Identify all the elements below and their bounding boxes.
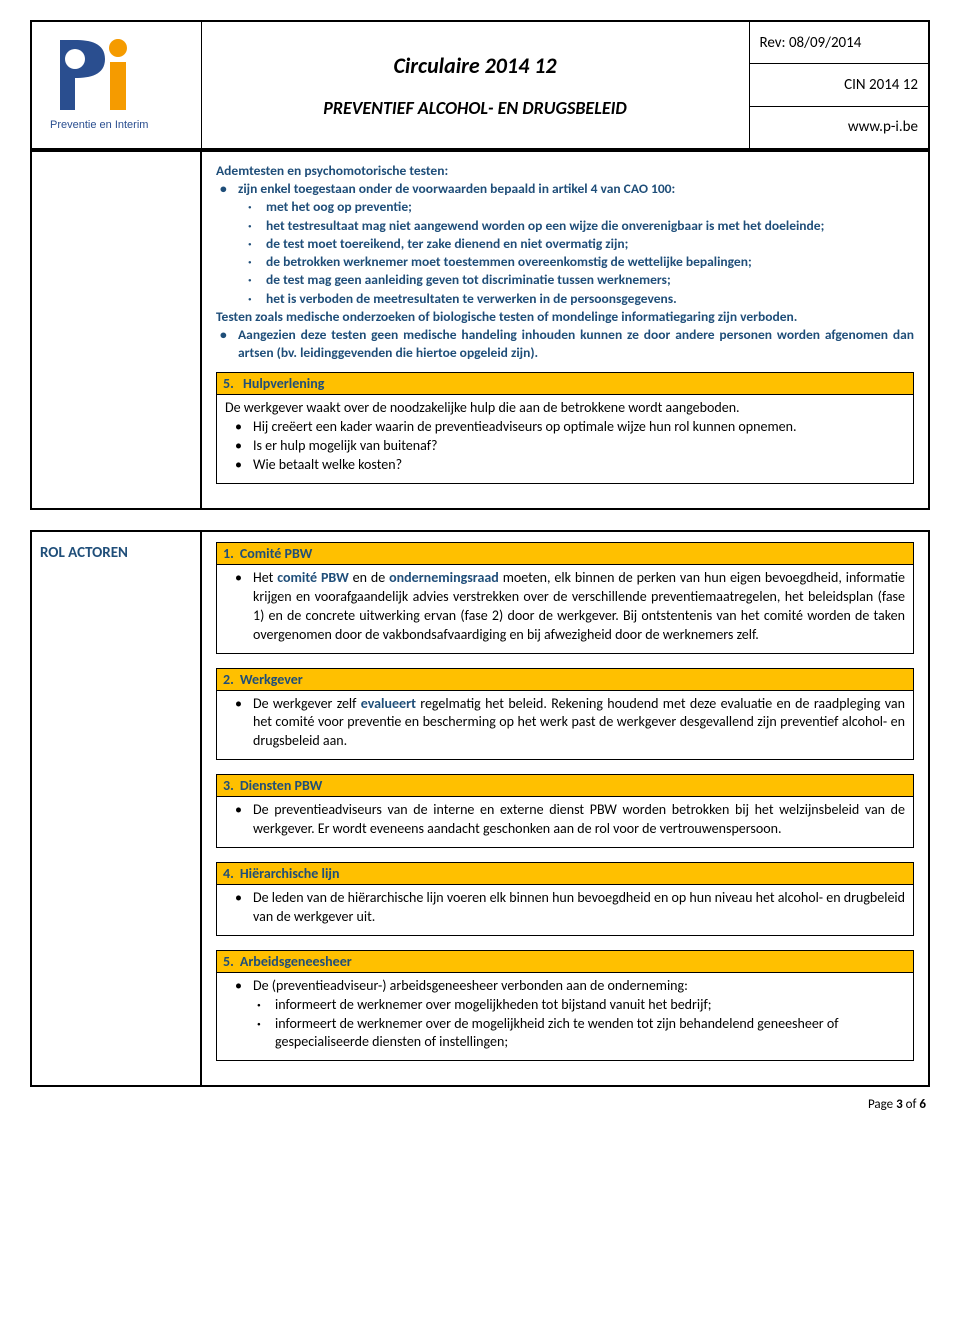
section-bullet-item: De werkgever zelf evalueert regelmatig h…: [249, 695, 905, 752]
section-header: 3. Diensten PBW: [216, 774, 914, 797]
intro-dot-item: het testresultaat mag niet aangewend wor…: [262, 217, 914, 235]
section5-bullet-item: Is er hulp mogelijk van buitenaf?: [249, 437, 905, 456]
section-num: 2.: [223, 671, 234, 688]
section-title: Arbeidsgeneesheer: [240, 953, 352, 970]
intro-dot-item: met het oog op preventie;: [262, 198, 914, 216]
url-cell: www.p-i.be: [749, 106, 929, 149]
section5-bullets: Hij creëert een kader waarin de preventi…: [225, 418, 905, 475]
doc-title: Circulaire 2014 12: [212, 52, 739, 79]
intro-bullet-2: Aangezien deze testen geen medische hand…: [234, 326, 914, 362]
intro-dot-item: de test mag geen aanleiding geven tot di…: [262, 271, 914, 289]
rol-section: 2. Werkgever De werkgever zelf evalueert r…: [216, 668, 914, 761]
rol-section: 1. Comité PBW Het comité PBW en de onderne…: [216, 542, 914, 654]
intro-heading: Ademtesten en psychomotorische testen:: [216, 162, 914, 180]
section-title: Hulpverlening: [243, 375, 324, 392]
section-bullet-list: De werkgever zelf evalueert regelmatig h…: [225, 695, 905, 752]
section-bullet-item: De (preventieadviseur-) arbeidsgeneeshee…: [249, 977, 905, 996]
rol-actoren-content: 1. Comité PBW Het comité PBW en de onderne…: [201, 531, 929, 1086]
section-dot-list: informeert de werknemer over mogelijkhed…: [225, 996, 905, 1053]
section-dot-item: informeert de werknemer over de mogelijk…: [271, 1015, 905, 1053]
rol-section: 3. Diensten PBW De preventieadviseurs van …: [216, 774, 914, 848]
section-num: 5.: [223, 953, 234, 970]
top-content-cell: Ademtesten en psychomotorische testen: z…: [201, 151, 929, 509]
section-bullet-item: De preventieadviseurs van de interne en …: [249, 801, 905, 839]
svg-text:Preventie en Interim: Preventie en Interim: [50, 119, 148, 131]
left-label-empty: [31, 151, 201, 509]
section-body: De (preventieadviseur-) arbeidsgeneeshee…: [216, 973, 914, 1062]
section-body: De preventieadviseurs van de interne en …: [216, 797, 914, 848]
logo-cell: Preventie en Interim: [31, 21, 201, 149]
doc-subtitle: PREVENTIEF ALCOHOL- EN DRUGSBELEID: [212, 97, 739, 119]
section-body: De leden van de hiërarchische lijn voere…: [216, 885, 914, 936]
section-bullet-list: De (preventieadviseur-) arbeidsgeneeshee…: [225, 977, 905, 996]
section-header: 1. Comité PBW: [216, 542, 914, 565]
section-num: 1.: [223, 545, 234, 562]
section-5-hulpverlening: 5. Hulpverlening De werkgever waakt over…: [216, 372, 914, 484]
intro-line2: Testen zoals medische onderzoeken of bio…: [216, 308, 914, 326]
content-table: Ademtesten en psychomotorische testen: z…: [30, 150, 930, 1087]
rev-cell: Rev: 08/09/2014: [749, 21, 929, 64]
rol-section: 4. Hiërarchische lijn De leden van de hiër…: [216, 862, 914, 936]
page-footer: Page 3 of 6: [30, 1097, 930, 1112]
section-header: 5. Arbeidsgeneesheer: [216, 950, 914, 973]
section-bullet-item: Het comité PBW en de ondernemingsraad mo…: [249, 569, 905, 645]
section-title: Comité PBW: [240, 545, 312, 562]
section-header: 4. Hiërarchische lijn: [216, 862, 914, 885]
section-body: De werkgever zelf evalueert regelmatig h…: [216, 691, 914, 761]
title-cell: Circulaire 2014 12 PREVENTIEF ALCOHOL- E…: [201, 21, 749, 149]
section-title: Diensten PBW: [240, 777, 322, 794]
section-title: Hiërarchische lijn: [240, 865, 340, 882]
section5-bullet-item: Hij creëert een kader waarin de preventi…: [249, 418, 905, 437]
section-bullet-list: Het comité PBW en de ondernemingsraad mo…: [225, 569, 905, 645]
section-bullet-item: De leden van de hiërarchische lijn voere…: [249, 889, 905, 927]
section-num: 3.: [223, 777, 234, 794]
section-num: 4.: [223, 865, 234, 882]
section-body: Het comité PBW en de ondernemingsraad mo…: [216, 565, 914, 654]
section-dot-item: informeert de werknemer over mogelijkhed…: [271, 996, 905, 1015]
cin-cell: CIN 2014 12: [749, 64, 929, 106]
intro-dot-item: de test moet toereikend, ter zake dienen…: [262, 235, 914, 253]
section-header: 5. Hulpverlening: [216, 372, 914, 395]
section-num: 5.: [223, 375, 234, 392]
intro-dots-list: met het oog op preventie;het testresulta…: [216, 198, 914, 307]
intro-bullet-1: zijn enkel toegestaan onder de voorwaard…: [234, 180, 914, 198]
intro-dot-item: het is verboden de meetresultaten te ver…: [262, 290, 914, 308]
section-bullet-list: De leden van de hiërarchische lijn voere…: [225, 889, 905, 927]
pi-logo: Preventie en Interim: [40, 30, 180, 140]
section-body: De werkgever waakt over de noodzakelijke…: [216, 395, 914, 484]
rol-section: 5. Arbeidsgeneesheer De (preventieadviseur…: [216, 950, 914, 1062]
section5-bullet-item: Wie betaalt welke kosten?: [249, 456, 905, 475]
section-title: Werkgever: [240, 671, 303, 688]
section-header: 2. Werkgever: [216, 668, 914, 691]
section-bullet-list: De preventieadviseurs van de interne en …: [225, 801, 905, 839]
intro-dot-item: de betrokken werknemer moet toestemmen o…: [262, 253, 914, 271]
section5-line1: De werkgever waakt over de noodzakelijke…: [225, 399, 905, 418]
ademtesten-block: Ademtesten en psychomotorische testen: z…: [216, 162, 914, 362]
document-header: Preventie en Interim Circulaire 2014 12 …: [30, 20, 930, 150]
rol-actoren-label: ROL ACTOREN: [31, 531, 201, 1086]
